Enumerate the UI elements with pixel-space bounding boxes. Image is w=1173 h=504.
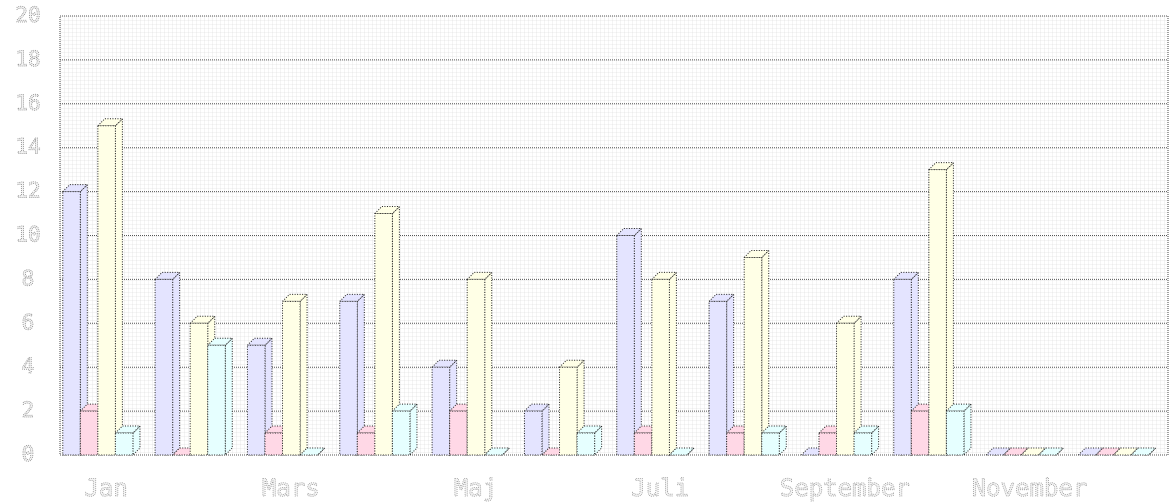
bar	[523, 410, 543, 456]
bar-top	[1037, 447, 1065, 456]
bar	[282, 300, 301, 456]
bar	[910, 410, 930, 456]
bar	[928, 169, 947, 456]
bar-side	[726, 293, 735, 457]
bar-side	[356, 293, 365, 457]
bar	[616, 235, 635, 456]
y-tick-label: 14	[15, 135, 40, 159]
bar-top	[668, 447, 696, 456]
y-tick-label: 4	[22, 354, 35, 378]
bar-top	[298, 447, 326, 456]
x-tick-label: Mars	[262, 474, 320, 502]
bar	[62, 191, 81, 456]
bar-side	[963, 402, 972, 457]
bar	[559, 366, 578, 456]
bar	[761, 432, 780, 456]
bar	[374, 213, 393, 456]
bar-side	[391, 205, 400, 457]
bar	[189, 322, 209, 456]
bar	[97, 125, 116, 456]
bar-top	[1019, 447, 1047, 456]
bar-side	[172, 271, 181, 457]
bar	[431, 366, 451, 456]
bar-side	[264, 337, 273, 457]
bar-top	[1002, 447, 1030, 456]
bar	[449, 410, 468, 456]
bar-side	[132, 424, 141, 457]
x-tick-label: Maj	[454, 474, 497, 502]
x-tick-label: September	[780, 474, 910, 502]
bar	[893, 278, 912, 456]
bar	[79, 410, 99, 456]
bar-top	[1112, 447, 1140, 456]
bar	[339, 300, 358, 456]
bar	[853, 432, 873, 456]
bar-side	[871, 424, 880, 457]
bar-side	[299, 293, 308, 457]
bar-top	[1129, 447, 1157, 456]
y-tick-label: 20	[15, 3, 40, 27]
bar-side	[541, 402, 550, 457]
y-tick-label: 6	[22, 310, 35, 334]
bar	[836, 322, 855, 456]
bar	[264, 432, 284, 456]
bar	[726, 432, 745, 456]
bar-side	[224, 337, 233, 457]
bar-side	[633, 227, 642, 457]
bar	[818, 432, 838, 456]
x-tick-label: November	[972, 474, 1088, 502]
bar-side	[1148, 447, 1156, 456]
bar	[743, 256, 763, 456]
bar	[207, 344, 226, 456]
y-tick-label: 8	[22, 266, 35, 290]
bar	[154, 278, 174, 456]
bar	[633, 432, 653, 456]
y-tick-label: 10	[15, 223, 40, 247]
bar-top	[984, 447, 1012, 456]
bar-side	[668, 271, 677, 457]
y-tick-label: 0	[22, 442, 35, 466]
y-tick-label: 2	[22, 398, 35, 422]
y-tick-label: 12	[15, 179, 40, 203]
bar	[356, 432, 376, 456]
bar-top	[1077, 447, 1105, 456]
bar	[945, 410, 965, 456]
bar-top	[1094, 447, 1122, 456]
bar	[466, 278, 486, 456]
x-tick-label: Jan	[84, 474, 127, 502]
bar-side	[1055, 447, 1064, 456]
bar-side	[594, 424, 603, 457]
bar-side	[778, 424, 787, 457]
bar-side	[761, 249, 770, 457]
x-tick-label: Juli	[631, 474, 689, 502]
bar	[114, 432, 134, 456]
bar-side	[484, 271, 493, 457]
bar-side	[409, 402, 418, 457]
y-tick-label: 16	[15, 91, 40, 115]
bar-top	[483, 447, 511, 456]
bar	[576, 432, 596, 456]
bar	[246, 344, 266, 456]
bar	[651, 278, 670, 456]
bar	[708, 300, 728, 456]
bar-side	[114, 117, 123, 457]
bar	[391, 410, 411, 456]
y-tick-label: 18	[15, 47, 40, 71]
